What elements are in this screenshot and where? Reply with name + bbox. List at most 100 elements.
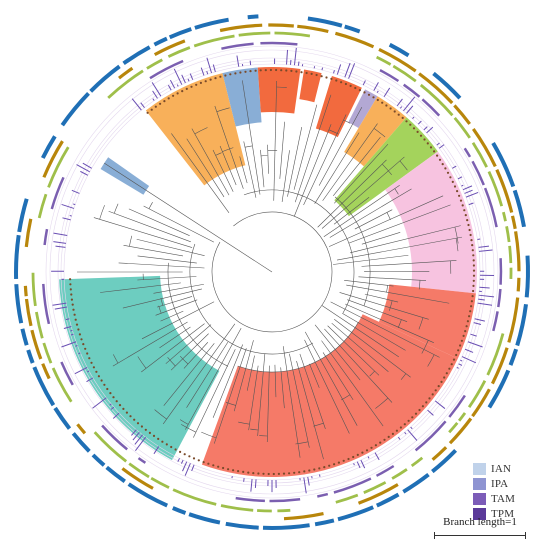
expression-bar: [73, 203, 76, 206]
leaf-marker: [472, 254, 475, 257]
branch-spoke: [281, 150, 290, 202]
branch-spoke: [336, 236, 463, 261]
expression-bar: [464, 348, 474, 353]
branch-spoke: [333, 136, 381, 197]
expression-bar: [53, 241, 67, 244]
leaf-marker: [133, 418, 136, 421]
branch-arc: [394, 188, 399, 195]
expression-bar: [438, 144, 445, 149]
blue-ring-segment-31: [53, 406, 72, 430]
olive-ring-segment-10: [453, 116, 471, 139]
gold-ring-segment-15: [507, 297, 520, 343]
branch-spoke: [346, 284, 450, 304]
branch-spoke: [266, 365, 270, 443]
branch-arc: [418, 317, 424, 330]
branch-spoke: [112, 321, 188, 367]
expression-bar: [61, 203, 75, 209]
blue-ring-segment-5: [168, 27, 192, 40]
olive-ring-segment-20: [448, 422, 459, 434]
gold-ring-segment-27: [23, 285, 28, 297]
leaf-marker: [146, 111, 149, 114]
branch-spoke: [321, 305, 399, 358]
gold-ring-segment-18: [448, 417, 473, 445]
leaf-marker: [337, 461, 340, 464]
leaf-marker: [190, 85, 193, 88]
purple-ring-segment-12: [492, 311, 499, 332]
branch-spoke: [233, 340, 254, 412]
purple-ring-segment-3: [260, 41, 298, 46]
expression-bar: [65, 318, 70, 321]
branch-arc: [158, 305, 162, 314]
leaf-marker: [90, 361, 93, 364]
expression-bar: [452, 165, 457, 169]
branch-arc: [454, 227, 459, 244]
branch-arc: [418, 280, 421, 290]
leaf-marker: [325, 76, 328, 79]
leaf-marker: [466, 320, 469, 323]
expression-bar: [152, 98, 155, 101]
leaf-marker: [272, 472, 275, 476]
expression-bar: [303, 477, 307, 494]
leaf-marker: [467, 223, 470, 227]
leaf-marker: [318, 467, 321, 470]
expression-bar: [403, 96, 416, 112]
expression-bar: [410, 426, 413, 430]
branch-arc: [369, 370, 375, 377]
leaf-marker: [365, 449, 369, 452]
branch-spoke: [186, 341, 229, 408]
annotation-rings: [14, 14, 530, 530]
olive-ring-segment-17: [486, 333, 505, 376]
branch-spoke: [322, 352, 354, 401]
branch-spoke: [137, 255, 197, 264]
branch-spoke: [193, 349, 236, 438]
branch-arc: [201, 431, 217, 439]
purple-ring-segment-24: [43, 228, 49, 246]
branch-spoke: [136, 238, 205, 256]
purple-ring-segment-5: [402, 83, 421, 98]
clade-sectors: [59, 67, 477, 477]
branch-spoke: [155, 299, 198, 316]
leaf-marker: [440, 380, 443, 383]
legend-item-tam: TAM: [473, 492, 515, 506]
leaf-marker: [75, 323, 79, 326]
leaf-marker: [335, 79, 338, 82]
leaf-marker: [262, 472, 265, 475]
branch-spoke: [333, 254, 409, 265]
branch-arc: [386, 212, 391, 221]
olive-ring-segment-34: [35, 311, 44, 339]
expression-bar: [426, 126, 434, 134]
expression-bar: [478, 298, 485, 301]
leaf-marker: [456, 190, 459, 193]
leaf-marker: [229, 73, 232, 76]
leaf-marker: [389, 107, 392, 110]
branch-arc: [194, 127, 208, 135]
leaf-marker: [347, 457, 350, 461]
branch-spoke: [108, 210, 191, 243]
olive-ring-segment-26: [257, 509, 272, 513]
branch-arc: [238, 421, 250, 425]
olive-ring-segment-4: [193, 34, 235, 48]
gold-ring-segment-10: [471, 127, 497, 168]
purple-ring-segment-18: [269, 498, 301, 503]
leaf-marker: [217, 465, 220, 468]
branch-spoke: [248, 365, 259, 431]
olive-ring-segment-1: [107, 69, 144, 99]
olive-ring-segment-9: [419, 83, 454, 117]
branch-spoke: [303, 114, 347, 206]
leaf-marker: [405, 120, 408, 123]
branch-spoke: [141, 323, 205, 373]
expression-bar: [70, 333, 74, 336]
leaf-markers: [69, 68, 476, 476]
leaf-marker: [379, 441, 382, 444]
branch-spoke: [329, 188, 412, 238]
leaf-marker: [451, 180, 454, 183]
leaf-marker: [469, 233, 472, 237]
purple-ring-segment-11: [497, 288, 502, 308]
leaf-marker: [227, 468, 230, 471]
olive-ring-segment-29: [150, 476, 170, 489]
branch-arc: [276, 86, 287, 88]
leaf-marker: [163, 100, 166, 103]
branch-spoke: [185, 327, 242, 430]
leaf-marker: [69, 283, 72, 286]
